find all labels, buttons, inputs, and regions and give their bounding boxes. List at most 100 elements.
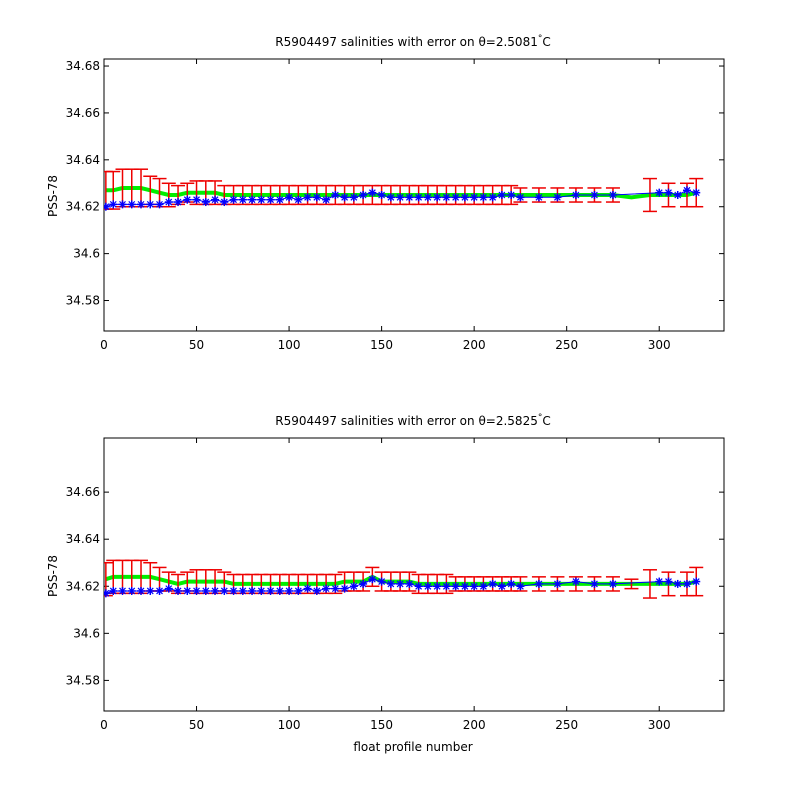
float-point — [470, 582, 479, 591]
float-point — [664, 577, 673, 586]
x-tick-label: 200 — [463, 338, 486, 352]
y-tick-label: 34.58 — [66, 294, 100, 308]
salinity-panel-top: R5904497 salinities with error on θ=2.50… — [46, 34, 725, 352]
float-point — [248, 195, 257, 204]
float-point — [211, 195, 220, 204]
float-point — [322, 195, 331, 204]
y-tick-label: 34.62 — [66, 200, 100, 214]
float-point — [211, 586, 220, 595]
float-point — [368, 188, 377, 197]
float-point — [377, 191, 386, 199]
float-point — [192, 195, 201, 204]
float-point — [275, 586, 284, 595]
float-point — [488, 193, 497, 202]
axes-frame — [103, 58, 725, 332]
float-point — [238, 195, 247, 204]
y-tick-label: 34.58 — [66, 673, 100, 687]
float-point — [608, 191, 617, 199]
float-point — [451, 582, 460, 591]
float-point — [534, 579, 543, 588]
axes-frame — [103, 437, 725, 712]
float-point — [174, 586, 183, 595]
y-axis-label: PSS-78 — [46, 175, 60, 217]
float-point — [294, 195, 303, 204]
x-tick-label: 300 — [648, 718, 671, 732]
float-point — [655, 577, 664, 586]
float-point — [164, 198, 173, 207]
float-point — [349, 582, 358, 591]
float-point — [553, 193, 562, 202]
float-point — [201, 586, 210, 595]
float-point — [451, 193, 460, 202]
y-tick-label: 34.68 — [66, 59, 100, 73]
float-point — [423, 193, 432, 202]
float-point — [183, 586, 192, 595]
float-point — [137, 200, 146, 209]
float-point — [331, 191, 340, 199]
float-point — [608, 579, 617, 588]
x-tick-label: 100 — [278, 718, 301, 732]
float-point — [104, 589, 110, 598]
float-point — [664, 188, 673, 197]
y-tick-label: 34.64 — [66, 532, 100, 546]
float-point — [359, 579, 368, 588]
x-tick-label: 0 — [100, 718, 108, 732]
float-point — [534, 193, 543, 202]
float-point — [433, 582, 442, 591]
float-point — [109, 200, 118, 209]
float-point — [470, 193, 479, 202]
float-point — [377, 577, 386, 586]
float-point — [460, 582, 469, 591]
float-point — [423, 582, 432, 591]
float-point — [340, 193, 349, 202]
float-point — [155, 200, 164, 209]
float-point — [590, 579, 599, 588]
float-point — [673, 579, 682, 588]
x-tick-label: 0 — [100, 338, 108, 352]
float-point — [248, 586, 257, 595]
float-point — [118, 200, 127, 209]
float-point — [571, 577, 580, 586]
float-point — [479, 193, 488, 202]
x-tick-label: 200 — [463, 718, 486, 732]
float-point — [266, 195, 275, 204]
data-layer — [104, 559, 704, 599]
y-tick-label: 34.66 — [66, 106, 100, 120]
panel-title: R5904497 salinities with error on θ=2.58… — [275, 413, 550, 428]
float-point — [405, 193, 414, 202]
float-point — [516, 582, 525, 591]
x-tick-label: 150 — [370, 718, 393, 732]
float-point — [433, 193, 442, 202]
float-point — [516, 193, 525, 202]
x-tick-label: 250 — [555, 338, 578, 352]
float-point — [192, 586, 201, 595]
float-point — [497, 191, 506, 199]
x-axis-label: float profile number — [353, 740, 472, 754]
float-point — [488, 579, 497, 588]
y-tick-label: 34.6 — [73, 247, 100, 261]
float-point — [104, 202, 110, 211]
float-point — [303, 193, 312, 202]
float-point — [692, 188, 701, 197]
float-point — [257, 586, 266, 595]
float-point — [285, 586, 294, 595]
float-point — [331, 584, 340, 593]
float-point — [127, 586, 136, 595]
float-point — [359, 191, 368, 199]
float-point — [257, 195, 266, 204]
float-point — [303, 584, 312, 593]
y-axis-label: PSS-78 — [46, 555, 60, 597]
float-point — [127, 200, 136, 209]
float-point — [414, 582, 423, 591]
float-point — [340, 584, 349, 593]
float-point — [220, 586, 229, 595]
plot-area: 0 50 100 150 200 250 300 34.58 34.6 34.62 34.64 34.… — [66, 437, 725, 732]
float-point — [682, 579, 691, 588]
float-point — [590, 191, 599, 199]
float-point — [571, 191, 580, 199]
float-point — [312, 586, 321, 595]
float-point — [201, 198, 210, 207]
salinity-panel-bottom: R5904497 salinities with error on θ=2.58… — [46, 413, 725, 754]
